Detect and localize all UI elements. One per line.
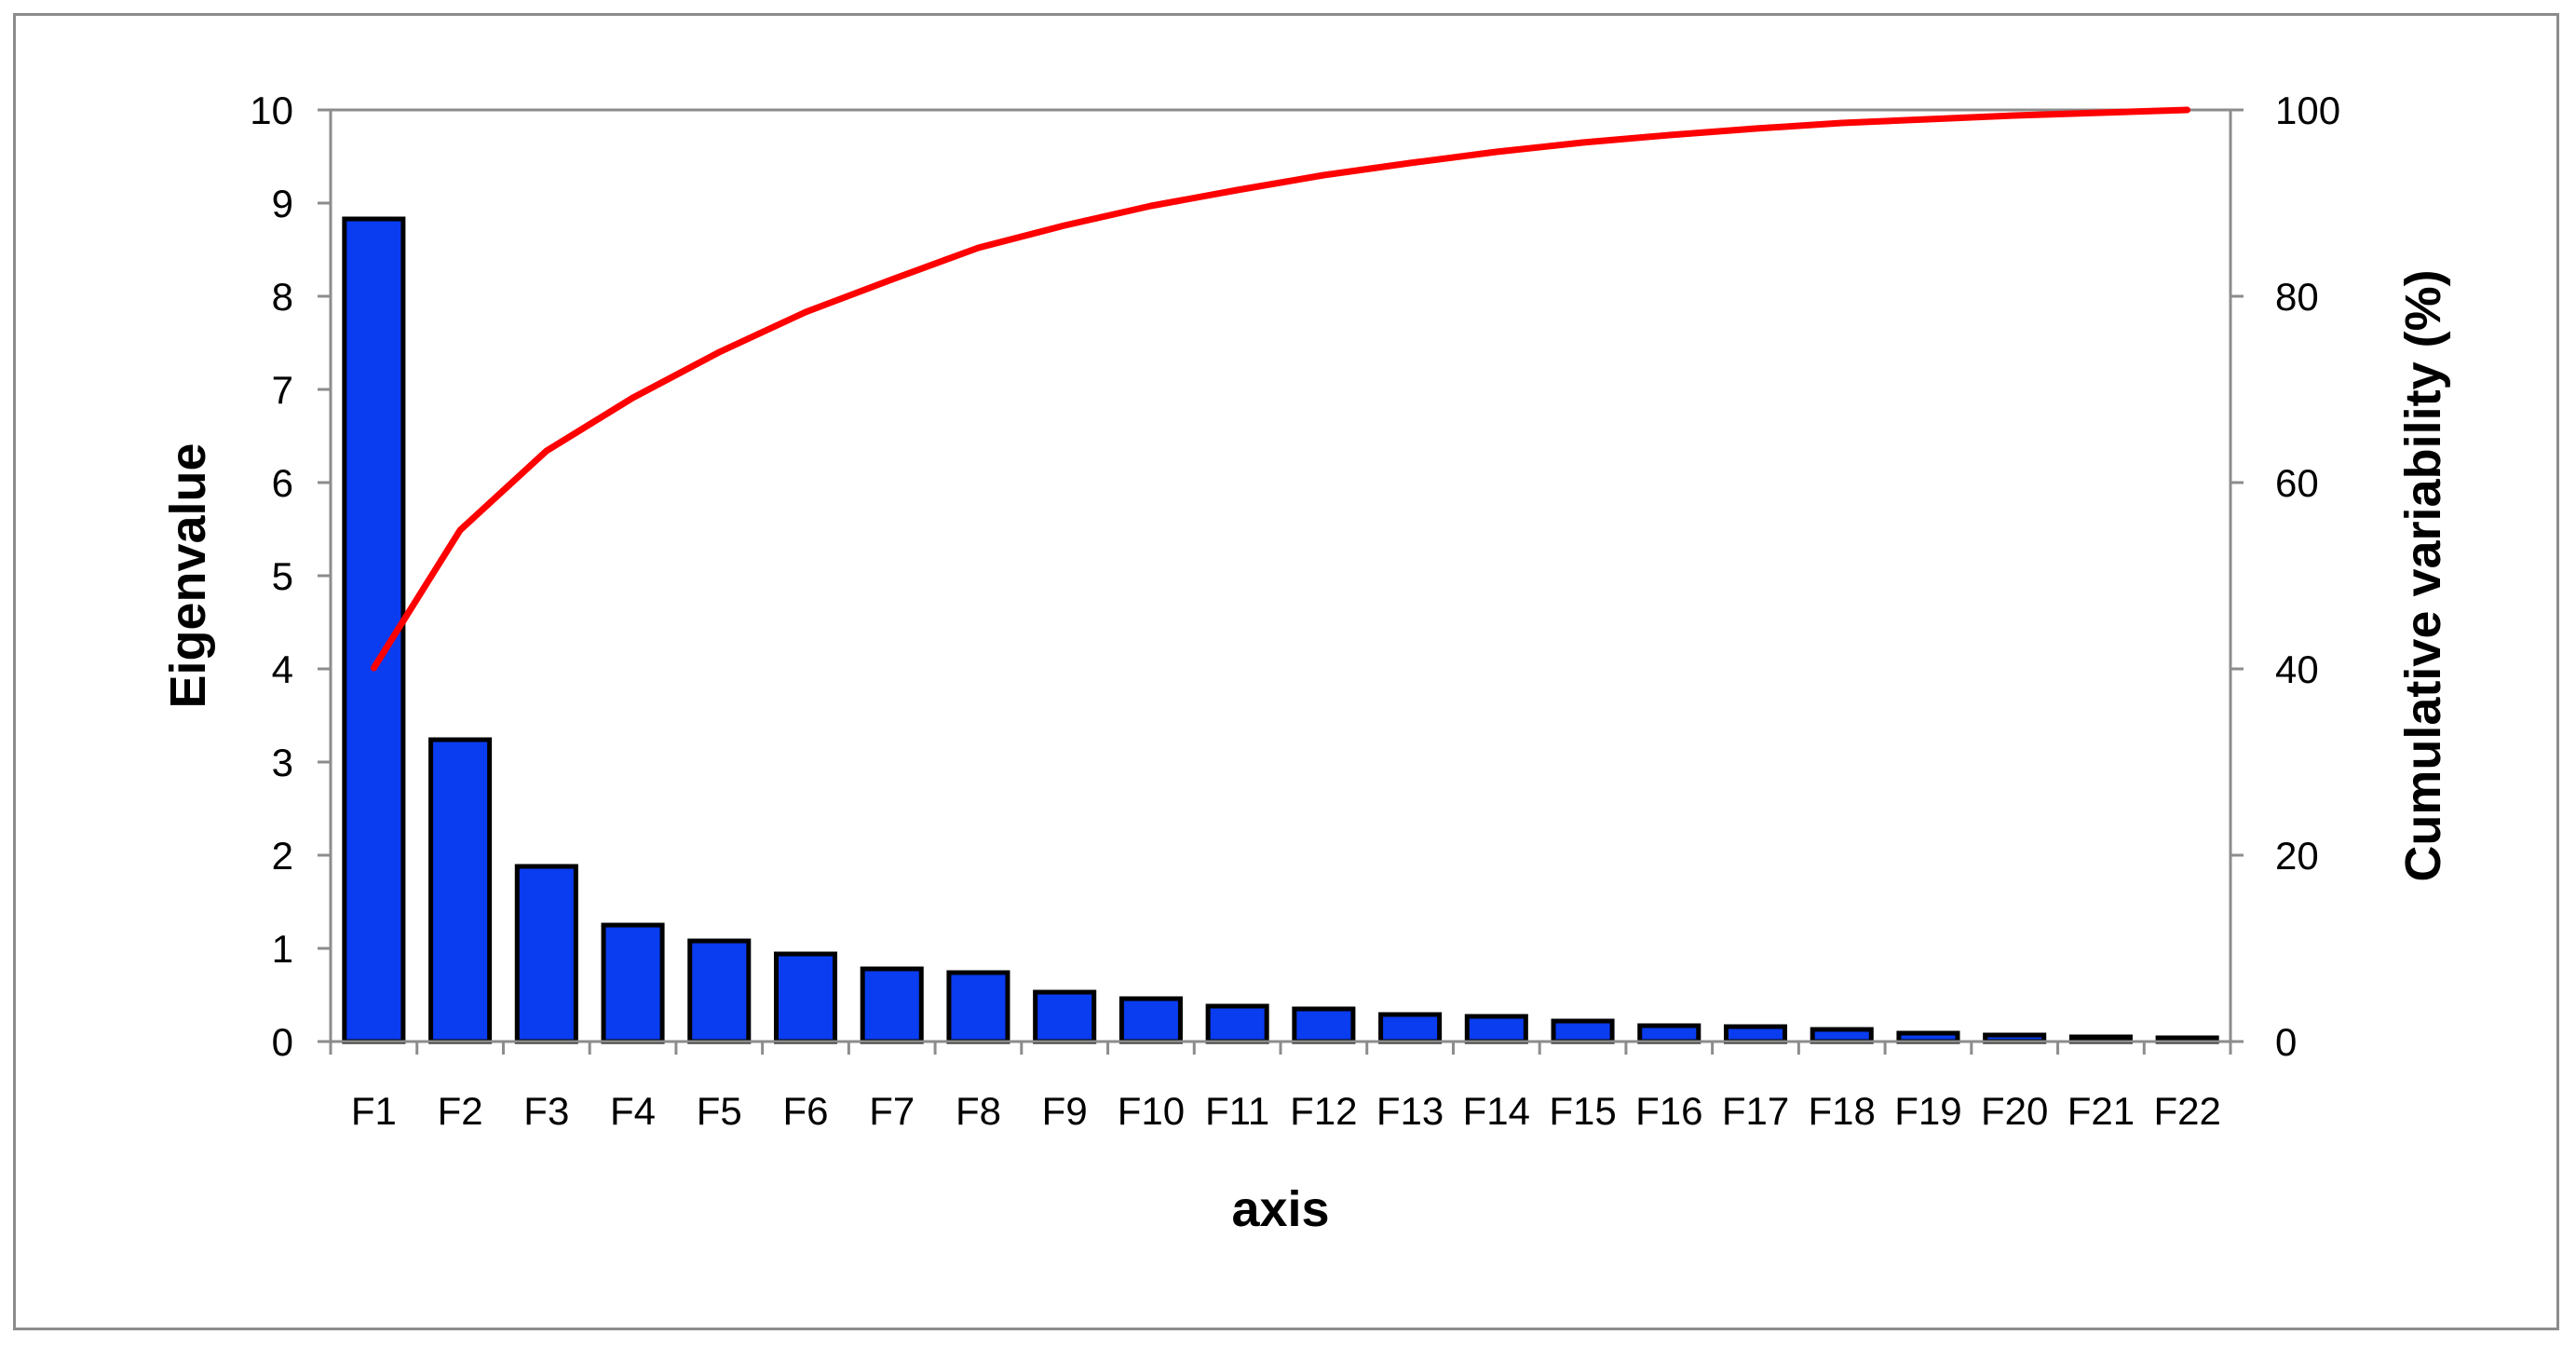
bar-F17 — [1723, 1024, 1788, 1044]
x-tick-label: F10 — [1118, 1089, 1185, 1133]
y-tick-label: 3 — [272, 741, 293, 784]
x-axis-title: axis — [1231, 1181, 1329, 1237]
chart-frame — [13, 13, 2559, 1330]
x-tick-label: F2 — [438, 1089, 483, 1133]
x-tick-label: F9 — [1042, 1089, 1088, 1133]
bar-F15 — [1551, 1018, 1615, 1044]
x-tick-label: F16 — [1635, 1089, 1702, 1133]
y-tick-label: 0 — [272, 1020, 293, 1064]
y-tick-label: 2 — [272, 834, 293, 878]
bar-F14 — [1464, 1014, 1528, 1044]
bar-F18 — [1810, 1027, 1874, 1044]
y2-tick-label: 100 — [2275, 89, 2340, 132]
x-tick-label: F17 — [1722, 1089, 1789, 1133]
y2-tick-label: 80 — [2275, 275, 2319, 319]
y2-tick-label: 60 — [2275, 461, 2319, 505]
y-tick-label: 6 — [272, 461, 293, 505]
x-tick-label: F22 — [2153, 1089, 2220, 1133]
bar-F5 — [687, 938, 752, 1044]
bar-series — [342, 216, 2219, 1044]
y2-axis-title: Cumulative variability (%) — [2395, 269, 2451, 881]
bar-F12 — [1292, 1006, 1356, 1044]
y-tick-label: 8 — [272, 275, 293, 319]
y-tick-label: 5 — [272, 554, 293, 598]
y-tick-label: 1 — [272, 927, 293, 971]
x-tick-label: F20 — [1981, 1089, 2048, 1133]
x-tick-label: F11 — [1205, 1089, 1269, 1133]
y2-tick-label: 20 — [2275, 834, 2319, 878]
x-tick-label: F4 — [610, 1089, 656, 1133]
y-tick-label: 9 — [272, 182, 293, 225]
y-axis-title: Eigenvalue — [160, 443, 216, 708]
cumulative-variability-line — [370, 106, 2191, 672]
bar-F2 — [428, 737, 493, 1044]
y2-tick-label: 0 — [2275, 1020, 2297, 1064]
bar-F11 — [1205, 1003, 1269, 1044]
y-tick-label: 4 — [272, 647, 293, 691]
x-tick-label: F18 — [1809, 1089, 1876, 1133]
x-tick-label: F3 — [523, 1089, 569, 1133]
x-tick-label: F14 — [1463, 1089, 1530, 1133]
x-tick-label: F15 — [1549, 1089, 1616, 1133]
bar-F13 — [1378, 1012, 1443, 1044]
x-tick-label: F5 — [697, 1089, 742, 1133]
y-tick-label: 7 — [272, 368, 293, 412]
bar-F16 — [1637, 1023, 1702, 1044]
bar-F6 — [773, 951, 838, 1044]
x-tick-label: F8 — [956, 1089, 1001, 1133]
bar-F8 — [946, 970, 1010, 1044]
x-tick-label: F7 — [869, 1089, 915, 1133]
bar-F7 — [860, 966, 924, 1044]
x-tick-label: F6 — [782, 1089, 828, 1133]
bar-F3 — [514, 864, 578, 1044]
y2-tick-label: 40 — [2275, 647, 2319, 691]
bar-F9 — [1033, 989, 1097, 1044]
x-tick-label: F1 — [351, 1089, 397, 1133]
bar-F4 — [601, 922, 665, 1044]
bar-F1 — [342, 216, 406, 1044]
x-tick-label: F12 — [1290, 1089, 1357, 1133]
bar-F10 — [1119, 996, 1183, 1044]
x-tick-label: F13 — [1376, 1089, 1444, 1133]
y-tick-label: 10 — [250, 89, 293, 132]
x-tick-label: F21 — [2068, 1089, 2135, 1133]
x-tick-label: F19 — [1894, 1089, 1961, 1133]
line-series — [370, 106, 2191, 672]
